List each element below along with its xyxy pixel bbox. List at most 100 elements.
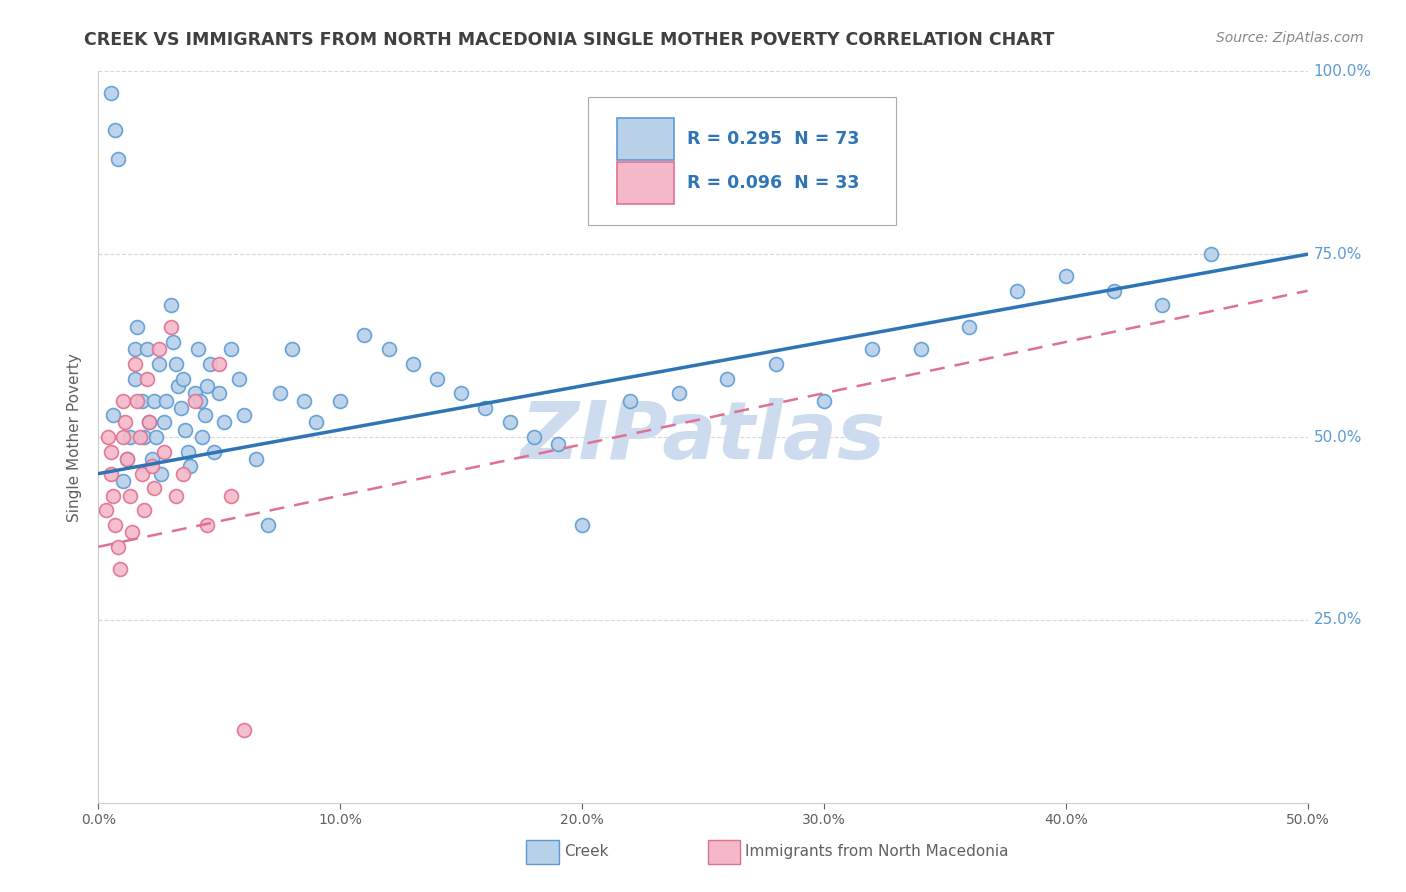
Point [177, 444, 200, 458]
Point [426, 371, 449, 385]
Point [281, 343, 304, 357]
Point [619, 393, 641, 408]
Point [169, 401, 191, 415]
Point [135, 343, 157, 357]
Point [165, 357, 187, 371]
Point [131, 393, 153, 408]
Point [668, 386, 690, 401]
FancyBboxPatch shape [617, 162, 673, 203]
Point [269, 386, 291, 401]
Point [174, 423, 197, 437]
Point [860, 343, 883, 357]
Point [138, 416, 160, 430]
Point [188, 393, 211, 408]
Point [1102, 284, 1125, 298]
Point [150, 467, 173, 481]
Point [716, 371, 738, 385]
Point [97, 430, 120, 444]
Point [118, 489, 141, 503]
Point [117, 452, 139, 467]
Point [191, 430, 214, 444]
Point [184, 386, 207, 401]
Point [474, 401, 496, 415]
Point [160, 298, 183, 312]
Text: R = 0.096  N = 33: R = 0.096 N = 33 [688, 174, 859, 192]
Point [167, 379, 190, 393]
Point [124, 357, 146, 371]
Point [184, 393, 207, 408]
Point [104, 123, 127, 137]
Point [101, 489, 124, 503]
Point [256, 517, 278, 532]
Point [143, 481, 166, 495]
Point [179, 459, 201, 474]
Point [910, 343, 932, 357]
Point [172, 371, 194, 385]
Point [221, 489, 243, 503]
Point [148, 357, 170, 371]
Point [134, 503, 156, 517]
Point [162, 334, 184, 349]
Text: CREEK VS IMMIGRANTS FROM NORTH MACEDONIA SINGLE MOTHER POVERTY CORRELATION CHART: CREEK VS IMMIGRANTS FROM NORTH MACEDONIA… [84, 31, 1054, 49]
Point [1054, 269, 1077, 284]
Point [152, 416, 174, 430]
Text: 50.0%: 50.0% [1313, 430, 1362, 444]
Point [1007, 284, 1029, 298]
Point [100, 87, 122, 101]
Point [402, 357, 425, 371]
FancyBboxPatch shape [707, 840, 741, 863]
Point [114, 416, 136, 430]
Point [131, 467, 153, 481]
Point [127, 320, 149, 334]
Point [957, 320, 980, 334]
Point [547, 437, 569, 451]
Point [138, 416, 160, 430]
Point [305, 416, 328, 430]
Point [221, 343, 243, 357]
Point [450, 386, 472, 401]
Text: Source: ZipAtlas.com: Source: ZipAtlas.com [1216, 31, 1364, 45]
Point [208, 357, 231, 371]
Point [107, 540, 129, 554]
Text: ZIPatlas: ZIPatlas [520, 398, 886, 476]
Point [232, 408, 254, 422]
Point [523, 430, 546, 444]
Point [204, 444, 226, 458]
Point [94, 503, 117, 517]
Point [498, 416, 520, 430]
FancyBboxPatch shape [617, 118, 673, 160]
Point [165, 489, 187, 503]
Point [1152, 298, 1174, 312]
Point [124, 343, 146, 357]
Point [198, 357, 221, 371]
Point [353, 327, 375, 342]
Point [160, 320, 183, 334]
Point [111, 430, 134, 444]
Point [208, 386, 231, 401]
Point [141, 452, 163, 467]
Point [329, 393, 352, 408]
Point [195, 517, 218, 532]
Text: 100.0%: 100.0% [1313, 64, 1372, 78]
Text: Immigrants from North Macedonia: Immigrants from North Macedonia [745, 845, 1010, 859]
Point [104, 517, 127, 532]
Point [212, 416, 235, 430]
Text: 75.0%: 75.0% [1313, 247, 1362, 261]
Point [145, 430, 167, 444]
Point [1199, 247, 1222, 261]
Point [765, 357, 787, 371]
Point [111, 474, 134, 488]
Point [377, 343, 399, 357]
Point [124, 371, 146, 385]
Text: 25.0%: 25.0% [1313, 613, 1362, 627]
Point [148, 343, 170, 357]
Point [232, 723, 254, 737]
Point [571, 517, 593, 532]
Text: Creek: Creek [564, 845, 609, 859]
Point [111, 393, 134, 408]
Point [100, 467, 122, 481]
Point [141, 459, 163, 474]
FancyBboxPatch shape [526, 840, 560, 863]
Point [155, 393, 177, 408]
Point [292, 393, 315, 408]
